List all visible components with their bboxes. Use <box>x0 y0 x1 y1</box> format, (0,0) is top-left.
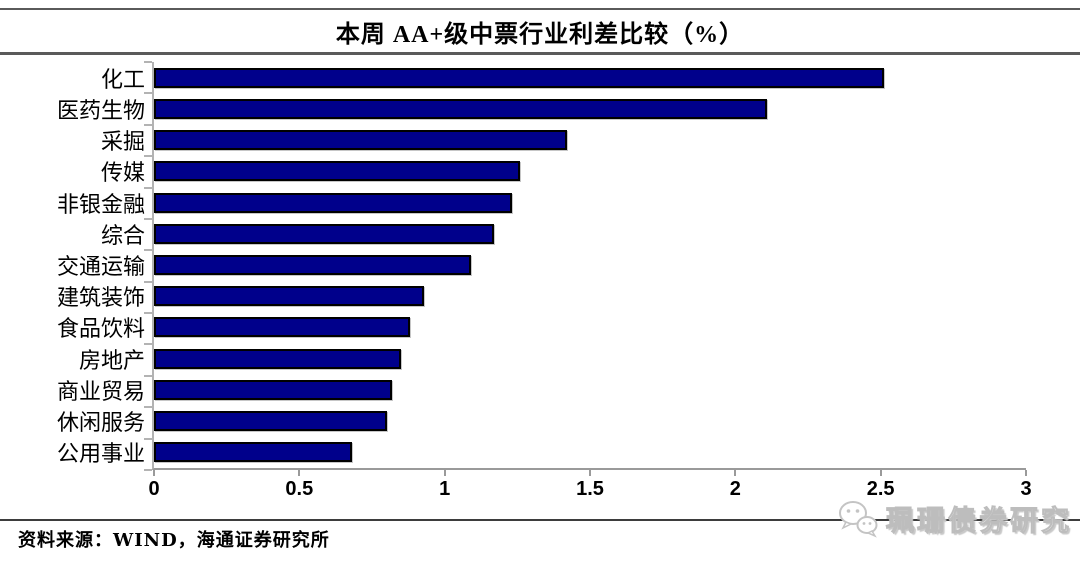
chart-title: 本周 AA+级中票行业利差比较（%） <box>335 22 745 48</box>
x-axis-tick <box>879 470 882 476</box>
bar <box>154 379 393 400</box>
y-axis-tick <box>144 437 152 440</box>
bar <box>154 161 521 182</box>
chart-row: 传媒 <box>101 156 1026 187</box>
title-bottom-rule <box>0 52 1080 55</box>
bar <box>154 67 884 88</box>
category-label: 建筑装饰 <box>56 286 145 312</box>
x-axis-tick <box>153 470 155 476</box>
x-axis-tick-label: 0.5 <box>285 478 314 500</box>
category-label: 采掘 <box>100 130 145 156</box>
category-label: 公用事业 <box>56 442 145 468</box>
y-axis-tick <box>144 280 152 283</box>
bar <box>154 130 567 151</box>
bar-rows: 化工医药生物采掘传媒非银金融综合交通运输建筑装饰食品饮料房地产商业贸易休闲服务公… <box>57 62 1026 468</box>
y-axis-tick <box>144 249 152 252</box>
category-label: 综合 <box>100 223 145 249</box>
bar <box>154 286 425 307</box>
category-label: 交通运输 <box>56 255 145 281</box>
bar <box>154 442 352 463</box>
chart-row: 综合 <box>101 218 1026 249</box>
chart-row: 非银金融 <box>57 187 1026 218</box>
y-axis-tick <box>144 92 152 95</box>
bar <box>154 223 495 244</box>
category-label: 房地产 <box>78 348 145 374</box>
bar <box>154 411 387 432</box>
watermark-text: 珮珊债券研究 <box>885 504 1072 538</box>
title-top-rule <box>0 8 1080 10</box>
category-label: 商业贸易 <box>56 379 145 405</box>
watermark: 珮珊债券研究 <box>836 496 1072 542</box>
x-axis-tick-label: 1 <box>439 478 451 500</box>
x-axis-tick-label: 0 <box>148 478 160 500</box>
x-axis-tick <box>298 470 301 476</box>
chart-row: 休闲服务 <box>57 406 1026 437</box>
y-axis-tick <box>144 61 152 63</box>
chart-row: 食品饮料 <box>57 312 1026 343</box>
category-label: 食品饮料 <box>56 317 145 343</box>
y-axis-tick <box>144 217 152 220</box>
chart-row: 采掘 <box>101 124 1026 155</box>
category-label: 非银金融 <box>56 192 145 218</box>
bar <box>154 192 512 213</box>
plot-area: 化工医药生物采掘传媒非银金融综合交通运输建筑装饰食品饮料房地产商业贸易休闲服务公… <box>57 61 1032 500</box>
x-axis-tick-label: 2.5 <box>866 478 895 500</box>
chart-row: 医药生物 <box>57 93 1026 124</box>
x-axis-tick-label: 1.5 <box>576 478 604 500</box>
y-axis-tick <box>144 155 152 158</box>
y-axis-tick <box>144 374 152 377</box>
y-axis-tick <box>144 469 152 471</box>
x-axis-tick <box>1025 470 1027 476</box>
source-attribution: 资料来源：WIND，海通证券研究所 <box>18 530 330 551</box>
chart-row: 交通运输 <box>57 249 1026 280</box>
chart-row: 化工 <box>101 62 1026 93</box>
category-label: 化工 <box>100 67 145 93</box>
bar <box>154 255 471 276</box>
chart-row: 房地产 <box>79 343 1026 374</box>
footer-rule <box>0 519 1080 521</box>
y-axis-tick <box>144 343 152 346</box>
y-axis-tick <box>144 123 152 126</box>
y-axis-tick <box>144 406 152 409</box>
x-axis-tick <box>443 470 446 476</box>
chart-row: 建筑装饰 <box>57 281 1026 312</box>
bar <box>154 348 402 369</box>
chart-row: 商业贸易 <box>57 374 1026 405</box>
category-label: 传媒 <box>100 161 145 187</box>
x-axis-tick-label: 3 <box>1020 478 1032 500</box>
category-label: 休闲服务 <box>56 411 145 437</box>
bar <box>154 98 768 119</box>
x-axis-tick <box>589 470 591 476</box>
wechat-icon <box>838 501 878 538</box>
y-axis-tick <box>144 312 152 315</box>
category-label: 医药生物 <box>56 98 145 124</box>
y-axis-tick <box>144 186 152 189</box>
x-axis-tick <box>734 470 737 476</box>
chart-row: 公用事业 <box>57 437 1026 468</box>
bar <box>154 317 410 338</box>
x-axis-tick-label: 2 <box>729 478 741 500</box>
